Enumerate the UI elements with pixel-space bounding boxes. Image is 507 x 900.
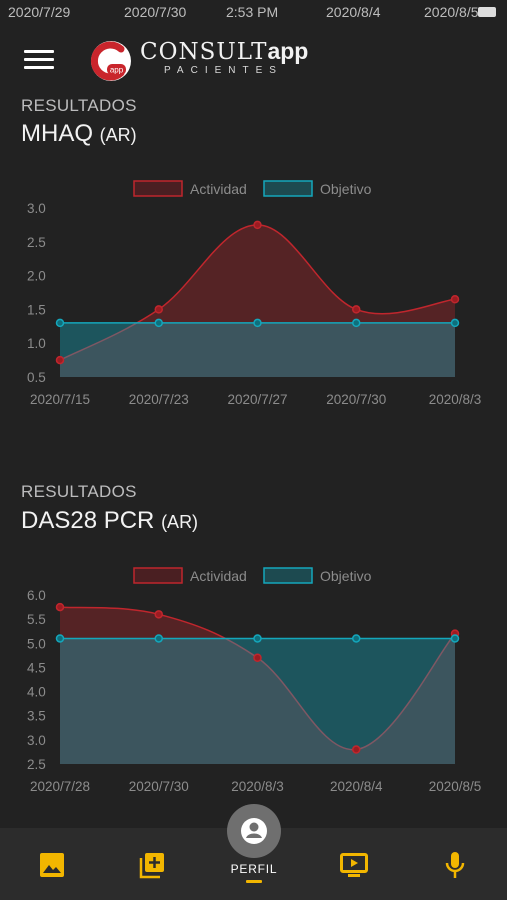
data-point xyxy=(450,318,460,328)
das28-chart[interactable]: Actividad Objetivo 6.0 5.5 5.0 4.5 4.0 3.5 3.0 2.… xyxy=(0,557,507,797)
profile-label[interactable]: PERFIL xyxy=(230,862,278,876)
x-tick-label: 2020/8/5 xyxy=(429,779,482,794)
data-point xyxy=(55,355,65,365)
data-point xyxy=(352,305,361,314)
data-point xyxy=(154,318,163,328)
legend-label-0: Actividad xyxy=(190,568,247,584)
data-point xyxy=(253,634,262,643)
data-point xyxy=(253,653,262,663)
status-right-text-2: 2020/8/5 xyxy=(424,4,479,20)
x-tick-label: 2020/7/30 xyxy=(129,779,189,794)
add-library-icon[interactable] xyxy=(137,850,167,880)
data-point xyxy=(253,318,262,328)
y-tick-label: 3.0 xyxy=(27,733,46,748)
series-area-0 xyxy=(60,607,455,764)
status-bar: 2020/7/29 2020/7/30 2:53 PM 2020/8/4 202… xyxy=(0,0,507,26)
section-label-das28: RESULTADOS xyxy=(21,482,137,501)
section-name: DAS28 PCR xyxy=(21,507,155,534)
x-tick-label: 2020/8/3 xyxy=(231,779,284,794)
data-point xyxy=(450,295,460,304)
menu-line xyxy=(24,58,54,61)
logo-icon: app xyxy=(90,41,131,81)
y-tick-label: 3.0 xyxy=(27,201,46,216)
section-title-das28: DAS28 PCR (AR) xyxy=(21,507,198,535)
logo-subtitle: PACIENTES xyxy=(164,65,283,76)
legend-label-1: Objetivo xyxy=(320,568,372,584)
section-title-mhaq: MHAQ (AR) xyxy=(21,120,137,148)
mhaq-chart-canvas: Actividad Objetivo 3.0 2.5 2.0 1.5 1.0 0.5 2020/… xyxy=(27,180,482,407)
legend-swatch-1 xyxy=(263,567,313,584)
x-tick-label: 2020/7/15 xyxy=(30,392,90,407)
das28-chart-canvas: Actividad Objetivo 6.0 5.5 5.0 4.5 4.0 3.5 3.0 2.… xyxy=(27,567,482,794)
y-tick-label: 6.0 xyxy=(27,588,46,603)
x-tick-label: 2020/8/3 xyxy=(429,392,482,407)
legend-swatch-0 xyxy=(133,567,183,584)
play-screen-icon[interactable] xyxy=(339,850,369,880)
y-tick-label: 0.5 xyxy=(27,370,46,385)
y-tick-label: 2.0 xyxy=(27,269,46,284)
status-time: 2:53 PM xyxy=(226,4,279,20)
header: app CONSULTapp PACIENTES xyxy=(0,30,507,90)
section-suffix: (AR) xyxy=(99,125,137,145)
menu-line xyxy=(24,50,54,53)
data-point xyxy=(154,610,163,619)
x-tick-label: 2020/7/27 xyxy=(227,392,287,407)
status-left-text: 2020/7/29 xyxy=(8,4,71,20)
account-icon xyxy=(241,818,267,844)
logo-word: CONSULT xyxy=(140,39,268,65)
battery-icon xyxy=(478,7,496,17)
y-tick-label: 4.5 xyxy=(27,660,46,675)
data-point xyxy=(253,220,262,230)
y-tick-label: 2.5 xyxy=(27,235,46,250)
y-tick-label: 5.0 xyxy=(27,636,46,651)
y-tick-label: 1.0 xyxy=(27,336,46,351)
series-line-0 xyxy=(59,606,456,751)
legend-swatch-0 xyxy=(133,180,183,197)
series-area-0 xyxy=(60,224,455,377)
x-tick-label: 2020/7/23 xyxy=(129,392,189,407)
menu-line xyxy=(24,66,54,69)
status-center-text: 2020/7/30 xyxy=(124,4,187,20)
data-point xyxy=(450,634,460,643)
mhaq-chart[interactable]: Actividad Objetivo 3.0 2.5 2.0 1.5 1.0 0.5 2020/… xyxy=(0,170,507,410)
active-indicator xyxy=(246,880,262,883)
microphone-icon[interactable] xyxy=(440,850,470,880)
data-point xyxy=(55,602,65,612)
y-tick-label: 2.5 xyxy=(27,757,46,772)
data-point xyxy=(154,305,163,314)
status-right-text: 2020/8/4 xyxy=(326,4,381,20)
x-tick-label: 2020/7/30 xyxy=(326,392,386,407)
legend-swatch-1 xyxy=(263,180,313,197)
bottom-nav xyxy=(0,828,507,900)
data-point xyxy=(154,634,163,643)
legend-label-1: Objetivo xyxy=(320,181,372,197)
y-tick-label: 1.5 xyxy=(27,302,46,317)
logo-app: app xyxy=(267,38,309,64)
y-tick-label: 3.5 xyxy=(27,709,46,724)
data-point xyxy=(352,318,361,328)
section-name: MHAQ xyxy=(21,120,93,147)
logo-text: CONSULTapp xyxy=(140,38,308,65)
profile-button[interactable] xyxy=(227,804,281,858)
logo-badge-text: app xyxy=(110,66,124,75)
section-label-mhaq: RESULTADOS xyxy=(21,96,137,115)
series-area-1 xyxy=(60,322,455,377)
image-icon[interactable] xyxy=(37,850,67,880)
x-tick-label: 2020/7/28 xyxy=(30,779,90,794)
data-point xyxy=(352,634,361,643)
section-suffix: (AR) xyxy=(161,512,199,532)
legend-label-0: Actividad xyxy=(190,181,247,197)
y-tick-label: 5.5 xyxy=(27,612,46,627)
series-area-1 xyxy=(60,638,455,764)
data-point xyxy=(352,745,361,754)
x-tick-label: 2020/8/4 xyxy=(330,779,383,794)
menu-button[interactable] xyxy=(24,50,54,72)
data-point xyxy=(55,634,65,643)
data-point xyxy=(55,318,65,328)
y-tick-label: 4.0 xyxy=(27,685,46,700)
